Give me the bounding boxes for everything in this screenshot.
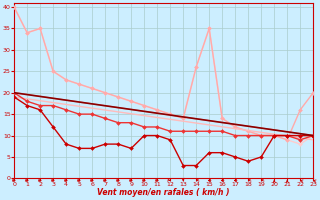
X-axis label: Vent moyen/en rafales ( km/h ): Vent moyen/en rafales ( km/h ) <box>97 188 230 197</box>
